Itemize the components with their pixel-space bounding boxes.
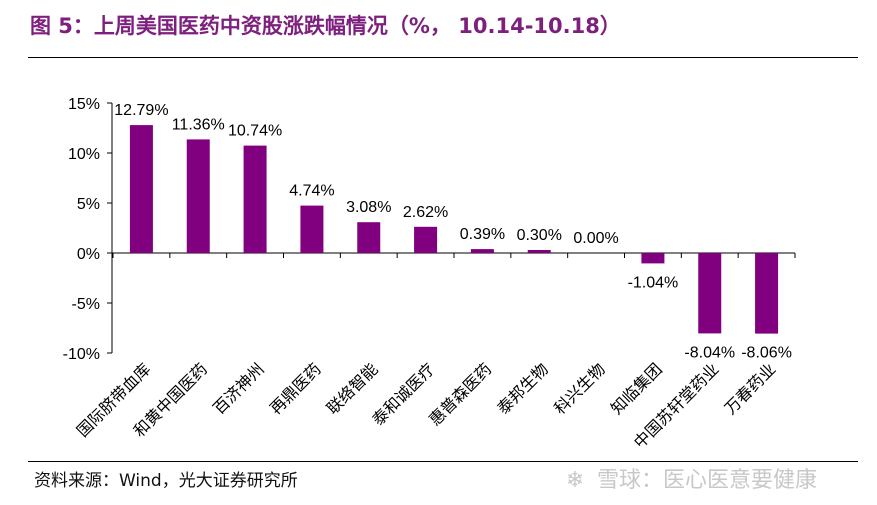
source-divider (28, 461, 858, 462)
category-label: 百济神州 (209, 359, 268, 418)
data-label: 0.00% (573, 230, 618, 247)
data-label: 3.08% (346, 199, 391, 216)
y-tick-label: 15% (68, 96, 100, 113)
data-label: 0.30% (517, 227, 562, 244)
watermark: ❄ 雪球：医心医意要健康 (560, 462, 817, 494)
data-label: -1.04% (628, 274, 679, 291)
bar (243, 145, 267, 253)
bar (527, 250, 551, 253)
data-label: -8.04% (684, 344, 735, 361)
category-label: 万春药业 (721, 359, 780, 418)
bar (186, 139, 210, 253)
category-label: 联络智能 (323, 359, 382, 418)
data-label: 2.62% (403, 204, 448, 221)
bar (755, 253, 779, 334)
y-tick-label: -5% (72, 296, 100, 313)
bar (129, 125, 153, 253)
data-label: 10.74% (228, 123, 282, 140)
source-note: 资料来源：Wind，光大证券研究所 (34, 471, 298, 491)
data-label: 11.36% (172, 116, 225, 133)
data-label: -8.06% (741, 345, 792, 362)
y-tick-label: 10% (68, 146, 100, 163)
bar (698, 253, 722, 334)
title-divider (28, 57, 858, 58)
category-label: 再鼎医药 (266, 359, 325, 418)
bars (129, 125, 779, 334)
category-labels: 国际脐带血库和黄中国医药百济神州再鼎医药联络智能泰和诚医疗惠普森医药泰邦生物科兴… (73, 359, 779, 452)
y-tick-label: 5% (77, 196, 100, 213)
data-label: 12.79% (114, 102, 168, 119)
y-tick-label: 0% (77, 246, 100, 263)
y-tick-label: -10% (63, 346, 100, 363)
y-axis: -10% -5% 0% 5% 10% 15% (63, 96, 796, 363)
bar (470, 249, 494, 253)
data-labels: 12.79%11.36% 10.74% 4.74% 3.08% 2.62% 0.39% 0.… (114, 102, 792, 362)
snowball-logo-icon: ❄ (565, 468, 585, 493)
category-label: 惠普森医药 (425, 359, 495, 429)
category-label: 知临集团 (607, 359, 666, 418)
chart-title: 图 5：上周美国医药中资股涨跌幅情况（%， 10.14-10.18） (30, 14, 621, 38)
category-label: 科兴生物 (550, 359, 609, 418)
bar (300, 205, 324, 253)
bar (357, 222, 381, 253)
data-label: 0.39% (460, 226, 505, 243)
watermark-text: 雪球：医心医意要健康 (597, 468, 818, 493)
category-label: 泰邦生物 (493, 359, 552, 418)
data-label: 4.74% (289, 183, 334, 200)
bar (641, 253, 665, 264)
bar (414, 226, 438, 253)
bar-chart: -10% -5% 0% 5% 10% 15% 12.79%11.36% 10.74% 4.74… (63, 96, 796, 452)
